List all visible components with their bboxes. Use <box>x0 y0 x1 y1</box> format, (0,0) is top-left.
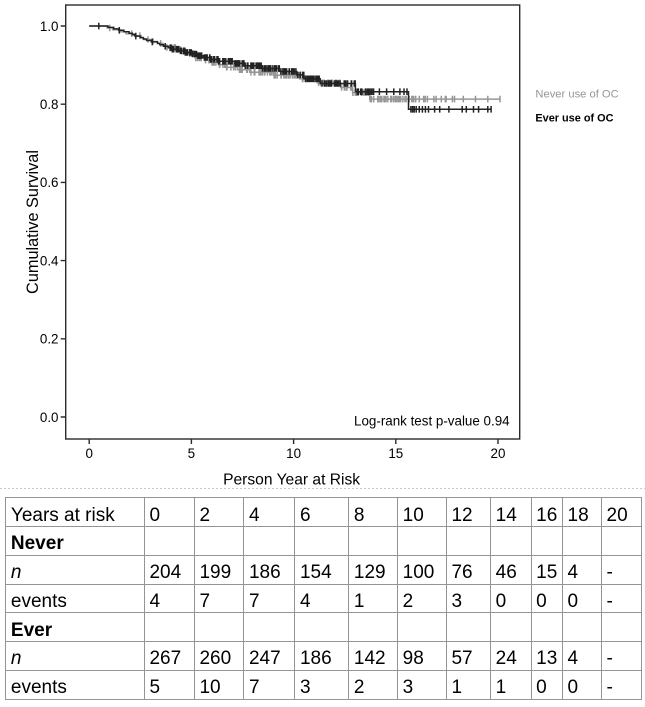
svg-text:Cumulative Survival: Cumulative Survival <box>24 150 42 294</box>
svg-text:0.6: 0.6 <box>40 175 59 190</box>
svg-text:20: 20 <box>491 446 506 461</box>
svg-text:10: 10 <box>286 446 301 461</box>
svg-text:0.4: 0.4 <box>40 253 59 268</box>
svg-text:Person Year at Risk: Person Year at Risk <box>223 472 360 489</box>
svg-text:0: 0 <box>85 446 92 461</box>
svg-text:15: 15 <box>388 446 403 461</box>
svg-text:1.0: 1.0 <box>40 19 59 34</box>
svg-text:0.8: 0.8 <box>40 97 59 112</box>
svg-text:Ever use of OC: Ever use of OC <box>535 113 613 125</box>
svg-text:0.0: 0.0 <box>40 410 59 425</box>
svg-text:5: 5 <box>188 446 195 461</box>
svg-text:0.2: 0.2 <box>40 332 59 347</box>
svg-text:Log-rank test p-value 0.94: Log-rank test p-value 0.94 <box>354 414 510 429</box>
svg-text:Never use of OC: Never use of OC <box>535 88 618 100</box>
